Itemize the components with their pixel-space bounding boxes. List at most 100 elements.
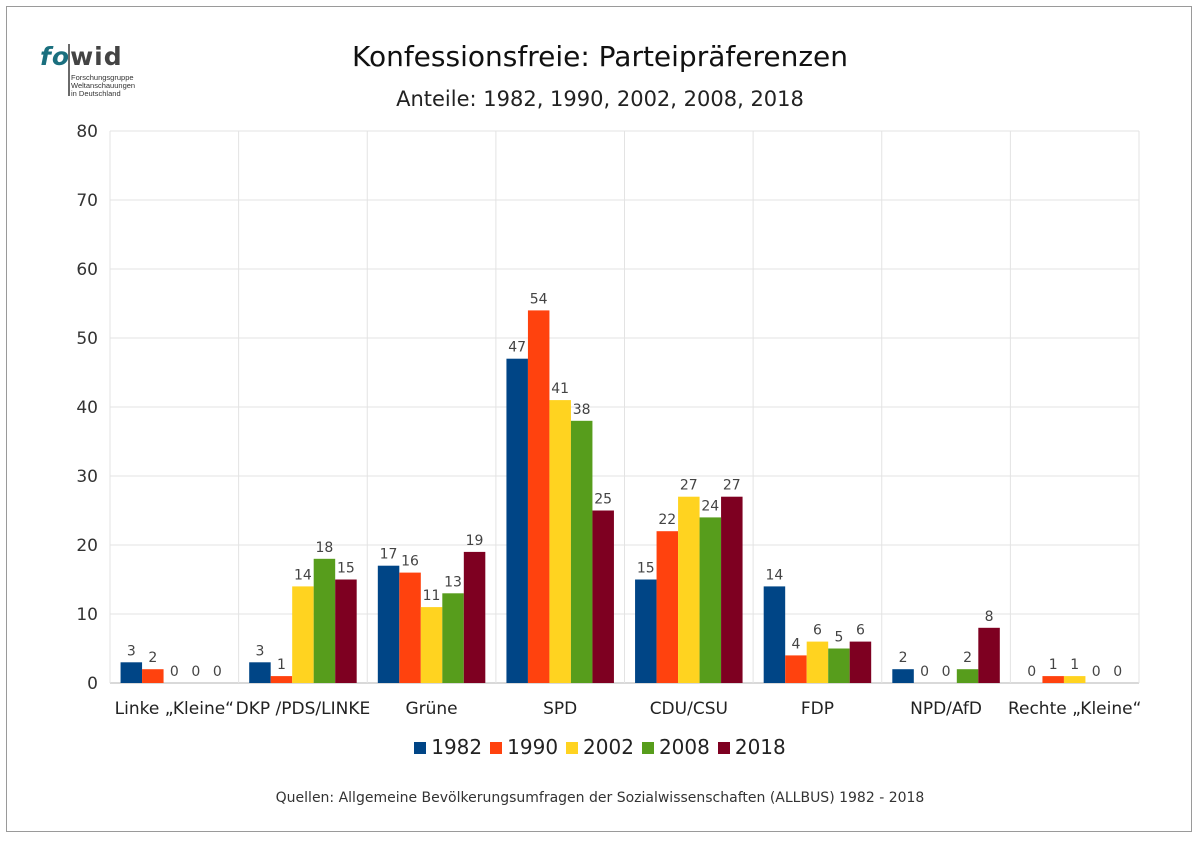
data-label: 22 xyxy=(658,512,676,528)
data-label: 15 xyxy=(337,561,355,577)
legend-swatch xyxy=(490,742,503,754)
bar xyxy=(570,420,593,683)
data-label: 2 xyxy=(963,650,972,666)
logo-divider xyxy=(68,44,70,96)
legend-swatch xyxy=(641,742,654,754)
x-tick-label: NPD/AfD xyxy=(910,699,982,719)
bar xyxy=(442,593,464,683)
data-label: 13 xyxy=(444,574,462,590)
legend-label: 2002 xyxy=(583,735,634,759)
x-tick-label: FDP xyxy=(801,699,834,719)
bar xyxy=(592,510,614,683)
data-label: 41 xyxy=(551,381,569,397)
y-tick-label: 10 xyxy=(76,605,98,625)
y-tick-label: 80 xyxy=(76,122,98,142)
x-tick-label: Linke „Kleine“ xyxy=(115,699,234,719)
chart-legend: 1982 1990 2002 2008 2018 xyxy=(0,735,1200,759)
bar xyxy=(142,669,164,683)
legend-item: 1982 xyxy=(414,735,482,759)
chart-subtitle: Anteile: 1982, 1990, 2002, 2008, 2018 xyxy=(396,87,804,111)
bar xyxy=(249,662,271,683)
data-label: 1 xyxy=(277,657,286,673)
data-label: 0 xyxy=(1092,664,1101,680)
source-note: Quellen: Allgemeine Bevölkerungsumfragen… xyxy=(275,790,925,806)
bar xyxy=(313,558,336,683)
bar xyxy=(785,655,807,683)
data-label: 17 xyxy=(380,547,398,563)
bar xyxy=(828,648,850,683)
bar xyxy=(635,579,657,683)
logo-subtitle-line: in Deutschland xyxy=(71,89,121,98)
chart-frame xyxy=(6,6,1192,832)
chart-title: Konfessionsfreie: Parteipräferenzen xyxy=(351,40,848,73)
data-label: 0 xyxy=(170,664,179,680)
y-tick-label: 20 xyxy=(76,536,98,556)
bar xyxy=(699,517,722,683)
data-label: 54 xyxy=(530,291,548,307)
bar xyxy=(120,662,143,683)
y-tick-label: 30 xyxy=(76,467,98,487)
legend-label: 1990 xyxy=(507,735,559,759)
bar xyxy=(1063,676,1086,683)
data-label: 4 xyxy=(791,636,800,652)
bar xyxy=(892,669,914,683)
legend-item: 1990 xyxy=(490,735,558,759)
data-label: 16 xyxy=(401,554,419,570)
bar xyxy=(292,586,314,683)
data-label: 2 xyxy=(899,650,908,666)
legend-swatch xyxy=(566,742,579,754)
data-label: 0 xyxy=(1113,664,1122,680)
legend-item: 2002 xyxy=(566,735,634,759)
bar xyxy=(678,496,700,683)
logo-word-fo: fo xyxy=(40,42,71,71)
data-label: 0 xyxy=(920,664,929,680)
bar xyxy=(721,496,743,683)
bar xyxy=(420,607,443,683)
fowid-logo: fowid Forschungsgruppe Weltanschauungen … xyxy=(40,42,150,104)
data-label: 6 xyxy=(813,623,822,639)
bar xyxy=(849,641,872,683)
x-tick-label: Grüne xyxy=(405,699,457,719)
bar xyxy=(335,579,357,683)
logo-subtitle: Forschungsgruppe Weltanschauungen in Deu… xyxy=(71,74,135,98)
logo-wordmark: fowid xyxy=(40,42,123,71)
data-label: 5 xyxy=(834,630,843,646)
data-label: 38 xyxy=(573,402,591,418)
bar xyxy=(656,531,679,683)
data-label: 0 xyxy=(942,664,951,680)
legend-label: 2018 xyxy=(734,735,786,759)
y-tick-label: 40 xyxy=(76,398,98,418)
bar xyxy=(763,586,786,683)
legend-label: 2008 xyxy=(658,735,710,759)
data-label: 15 xyxy=(637,561,655,577)
legend-swatch xyxy=(414,742,427,754)
data-label: 0 xyxy=(1027,664,1036,680)
x-tick-label: CDU/CSU xyxy=(650,699,728,719)
data-label: 19 xyxy=(466,533,484,549)
data-label: 14 xyxy=(766,567,784,583)
bar xyxy=(806,641,829,683)
legend-label: 1982 xyxy=(431,735,483,759)
logo-subtitle-line: Weltanschauungen xyxy=(71,81,136,90)
bar xyxy=(549,400,571,683)
data-label: 2 xyxy=(148,650,157,666)
logo-subtitle-line: Forschungsgruppe xyxy=(71,73,134,82)
data-label: 0 xyxy=(213,664,222,680)
data-label: 24 xyxy=(701,498,719,514)
data-label: 1 xyxy=(1049,657,1058,673)
data-label: 1 xyxy=(1070,657,1079,673)
data-label: 27 xyxy=(680,478,698,494)
bar xyxy=(399,572,421,683)
legend-item: 2018 xyxy=(717,735,786,759)
data-label: 3 xyxy=(127,643,136,659)
x-tick-label: Rechte „Kleine“ xyxy=(1008,699,1141,719)
data-label: 11 xyxy=(423,588,441,604)
bar xyxy=(506,358,528,683)
bar xyxy=(978,627,1000,683)
x-tick-label: DKP /PDS/LINKE xyxy=(236,699,371,719)
bar xyxy=(1042,676,1064,683)
bar xyxy=(463,551,486,683)
data-label: 27 xyxy=(723,478,741,494)
logo-word-wid: wid xyxy=(70,42,123,71)
y-tick-label: 70 xyxy=(76,191,98,211)
